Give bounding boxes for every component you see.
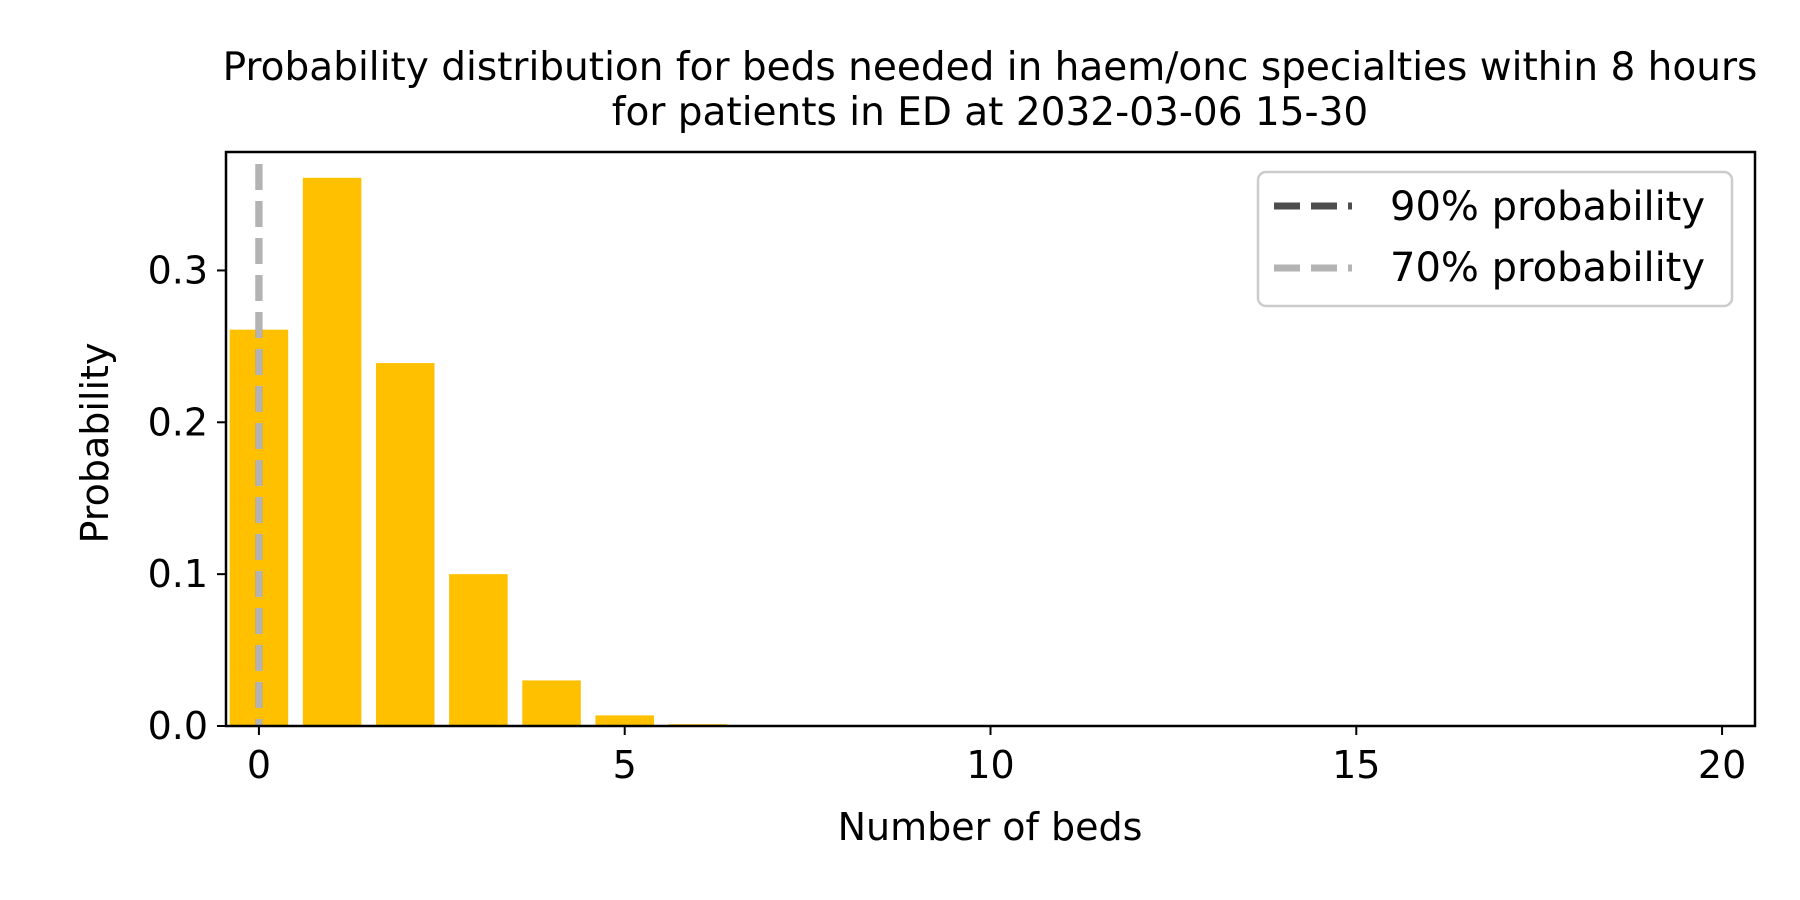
x-axis-ticks: 0 5 10 15 20 (247, 726, 1746, 787)
x-tick-label: 15 (1332, 743, 1380, 787)
bars-layer (229, 177, 801, 726)
bar-3 (449, 574, 508, 726)
x-axis-label: Number of beds (838, 805, 1143, 849)
legend-label-90: 90% probability (1390, 184, 1705, 230)
y-axis-ticks: 0.0 0.1 0.2 0.3 (148, 248, 226, 748)
legend: 90% probability 70% probability (1256, 170, 1734, 308)
x-tick-label: 10 (966, 743, 1014, 787)
y-tick-label: 0.1 (148, 552, 208, 596)
y-tick-label: 0.3 (148, 248, 208, 292)
chart-title-line-1: Probability distribution for beds needed… (223, 45, 1758, 90)
bar-2 (375, 363, 435, 726)
y-axis-label: Probability (73, 343, 117, 544)
bar-5 (595, 715, 654, 726)
legend-label-70: 70% probability (1390, 245, 1705, 291)
x-tick-label: 5 (613, 743, 637, 787)
y-tick-label: 0.0 (148, 704, 208, 748)
legend-box (1256, 170, 1734, 308)
bar-4 (522, 680, 581, 726)
y-tick-label: 0.2 (148, 400, 208, 444)
bar-1 (302, 177, 362, 726)
x-tick-label: 20 (1698, 743, 1746, 787)
x-tick-label: 0 (247, 743, 271, 787)
chart-title-line-2: for patients in ED at 2032-03-06 15-30 (612, 90, 1369, 135)
